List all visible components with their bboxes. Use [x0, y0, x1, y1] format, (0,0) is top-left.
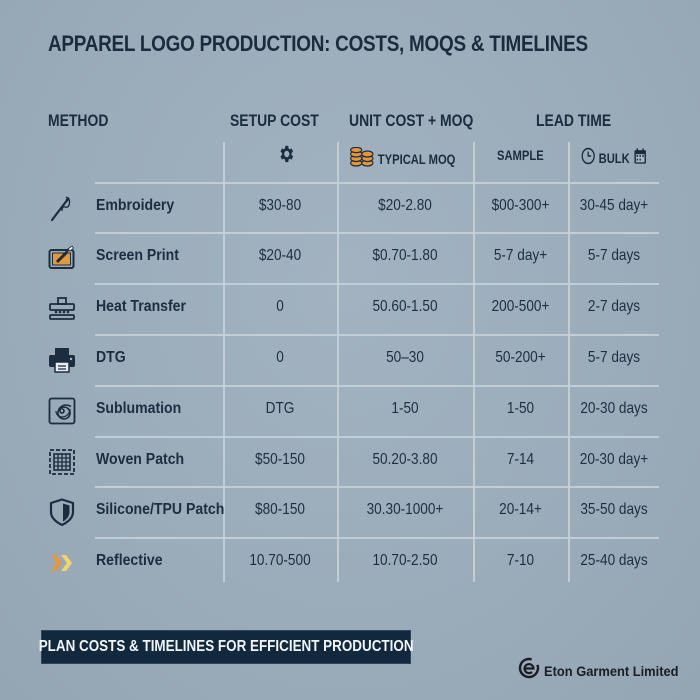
method-name: DTG — [96, 349, 126, 366]
setup-cost-value: $20-40 — [258, 247, 302, 264]
sample-lead-value: 7-14 — [506, 451, 535, 468]
sample-lead-value: 200-500+ — [491, 298, 550, 315]
sample-lead-value: 50-200+ — [495, 349, 546, 366]
column-header-setup-cost: SETUP COST — [230, 111, 319, 130]
bulk-lead-value: 5-7 days — [587, 349, 641, 366]
gear-icon — [278, 143, 296, 168]
unit-cost-value: 30.30-1000+ — [366, 501, 444, 518]
cta-banner: PLAN COSTS & TIMELINES FOR EFFICIENT PRO… — [38, 630, 414, 664]
table-row: Embroidery $30-80 $20-2.80 $00-300+ 30-4… — [0, 182, 700, 233]
unit-cost-value: 50.20-3.80 — [372, 451, 438, 468]
bulk-lead-value: 25-40 days — [580, 552, 648, 569]
sample-lead-value: 20-14+ — [499, 501, 542, 518]
page-title: APPAREL LOGO PRODUCTION: COSTS, MOQS & T… — [48, 31, 588, 56]
unit-cost-value: $0.70-1.80 — [372, 247, 438, 264]
table-row: Silicone/TPU Patch $80-150 30.30-1000+ 2… — [0, 486, 700, 537]
setup-cost-value: 10.70-500 — [249, 552, 311, 569]
bulk-label: BULK — [598, 149, 630, 166]
woven-grid-icon — [48, 448, 76, 476]
chevrons-icon — [48, 549, 76, 577]
setup-subheader — [278, 143, 296, 168]
unit-cost-value: $20-2.80 — [378, 197, 432, 214]
bulk-lead-value: 2-7 days — [587, 298, 641, 315]
setup-cost-value: 0 — [276, 298, 284, 315]
eton-logo-icon — [518, 657, 540, 684]
row-divider — [95, 232, 659, 234]
row-divider — [95, 436, 659, 438]
row-divider — [95, 537, 659, 539]
table-row: Screen Print $20-40 $0.70-1.80 5-7 day+ … — [0, 232, 700, 283]
heat-press-icon — [48, 295, 76, 323]
coins-icon — [349, 146, 375, 170]
method-name: Reflective — [96, 552, 163, 569]
swirl-icon — [48, 397, 76, 425]
table-row: Woven Patch $50-150 50.20-3.80 7-14 20-3… — [0, 436, 700, 487]
bulk-lead-value: 20-30 days — [580, 400, 648, 417]
printer-icon — [48, 346, 76, 374]
bulk-subheader: BULK — [581, 147, 647, 168]
method-name: Heat Transfer — [96, 298, 186, 315]
clock-icon — [581, 147, 595, 168]
table-row: Heat Transfer 0 50.60-1.50 200-500+ 2-7 … — [0, 283, 700, 334]
table-row: Sublumation DTG 1-50 1-50 20-30 days — [0, 385, 700, 436]
sample-lead-value: 7-10 — [506, 552, 535, 569]
row-divider — [95, 182, 659, 184]
column-header-lead-time: LEAD TIME — [536, 111, 612, 130]
typical-moq-subheader: TYPICAL MOQ — [349, 146, 456, 170]
unit-cost-value: 50.60-1.50 — [372, 298, 438, 315]
bulk-lead-value: 30-45 day+ — [579, 197, 649, 214]
grid-divider — [473, 142, 475, 582]
row-divider — [95, 385, 659, 387]
sample-lead-value: $00-300+ — [491, 197, 550, 214]
column-header-unit-cost-moq: UNIT COST + MOQ — [349, 111, 474, 130]
screen-print-icon — [48, 244, 76, 272]
brand-name: Eton Garment Limited — [544, 662, 679, 679]
grid-divider — [223, 142, 225, 582]
method-name: Woven Patch — [96, 451, 185, 468]
setup-cost-value: $80-150 — [255, 501, 305, 518]
row-divider — [95, 334, 659, 336]
setup-cost-value: $30-80 — [258, 197, 302, 214]
bulk-lead-value: 35-50 days — [580, 501, 648, 518]
row-divider — [95, 283, 659, 285]
setup-cost-value: DTG — [265, 400, 295, 417]
banner-text: PLAN COSTS & TIMELINES FOR EFFICIENT PRO… — [38, 638, 414, 655]
bulk-lead-value: 20-30 day+ — [579, 451, 649, 468]
calendar-icon — [633, 147, 647, 168]
method-name: Embroidery — [96, 197, 175, 214]
unit-cost-value: 10.70-2.50 — [372, 552, 438, 569]
row-divider — [95, 486, 659, 488]
unit-cost-value: 50–30 — [386, 349, 424, 366]
sample-lead-value: 1-50 — [506, 400, 535, 417]
unit-cost-value: 1-50 — [391, 400, 419, 417]
method-name: Sublumation — [96, 400, 182, 417]
shield-icon — [48, 498, 76, 526]
method-name: Screen Print — [96, 247, 179, 264]
method-name: Silicone/TPU Patch — [96, 501, 225, 518]
typical-moq-label: TYPICAL MOQ — [377, 150, 456, 167]
grid-divider — [337, 142, 339, 582]
grid-divider — [568, 142, 570, 582]
setup-cost-value: 0 — [276, 349, 284, 366]
table-row: Reflective 10.70-500 10.70-2.50 7-10 25-… — [0, 537, 700, 588]
column-header-method: METHOD — [48, 111, 109, 130]
needle-icon — [48, 194, 76, 222]
setup-cost-value: $50-150 — [255, 451, 305, 468]
bulk-lead-value: 5-7 days — [587, 247, 641, 264]
brand-logo: Eton Garment Limited — [518, 657, 690, 684]
sample-subheader: SAMPLE — [497, 147, 544, 163]
sample-lead-value: 5-7 day+ — [493, 247, 548, 264]
table-row: DTG 0 50–30 50-200+ 5-7 days — [0, 334, 700, 385]
